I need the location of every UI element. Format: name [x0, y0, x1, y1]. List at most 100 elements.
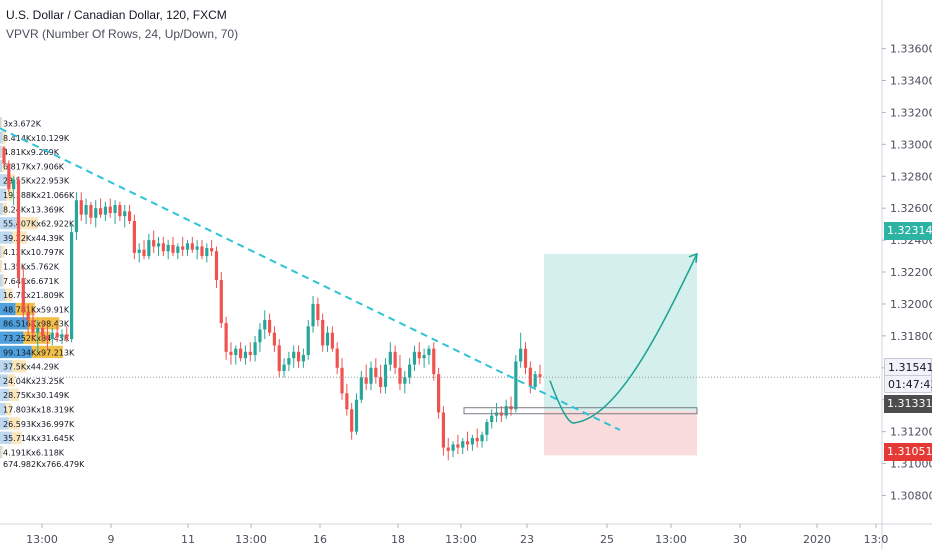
- candle-body: [138, 250, 141, 253]
- candle-body: [480, 435, 483, 441]
- candle-body: [307, 326, 310, 355]
- price-tick-label: 1.33000: [890, 138, 932, 151]
- candle-body: [60, 334, 63, 337]
- candle-body: [340, 368, 343, 394]
- candle-body: [210, 248, 213, 251]
- candle-body: [253, 342, 256, 355]
- candle-body: [99, 208, 102, 214]
- candle-body: [297, 352, 300, 362]
- volume-profile-row-label: 48.781Kx59.91K: [3, 305, 70, 314]
- candle-body: [278, 345, 281, 371]
- candle-body: [321, 320, 324, 346]
- candle-body: [519, 349, 522, 362]
- candle-body: [196, 246, 199, 249]
- candle-body: [273, 333, 276, 346]
- time-tick-label: 13:0: [864, 533, 889, 546]
- candle-body: [451, 444, 454, 450]
- price-tick-label: 1.32000: [890, 298, 932, 311]
- candle-body: [225, 323, 228, 352]
- candle-body: [2, 148, 5, 164]
- candle-body: [311, 304, 314, 326]
- volume-profile-row-label: 39.22Kx44.39K: [3, 234, 65, 243]
- time-tick-label: 11: [181, 533, 195, 546]
- candle-body: [394, 352, 397, 368]
- volume-profile-row-label: 4.81Kx9.269K: [3, 148, 60, 157]
- candle-body: [418, 352, 421, 358]
- volume-profile-row-label: 16.7Kx21.809K: [3, 291, 65, 300]
- candle-body: [147, 240, 150, 256]
- candle-body: [369, 368, 372, 384]
- candle-body: [75, 200, 78, 232]
- candle-body: [432, 349, 435, 375]
- time-tick-label: 13:00: [445, 533, 477, 546]
- candle-body: [476, 438, 479, 441]
- stop-price-tag: 1.31051: [884, 443, 932, 461]
- profit-zone: [544, 254, 697, 411]
- candle-body: [109, 207, 112, 213]
- downtrend-line: [0, 128, 620, 430]
- candle-body: [123, 211, 126, 216]
- indicator-title: VPVR (Number Of Rows, 24, Up/Down, 70): [6, 25, 238, 44]
- candle-body: [350, 409, 353, 431]
- price-tick-label: 1.33200: [890, 106, 932, 119]
- candle-body: [331, 333, 334, 349]
- candle-body: [133, 221, 136, 253]
- time-tick-label: 13:00: [235, 533, 267, 546]
- position-zones: [544, 254, 697, 456]
- candle-body: [365, 377, 368, 383]
- candle-body: [215, 251, 218, 280]
- candle-body: [442, 412, 445, 447]
- candle-body: [167, 245, 170, 251]
- candle-body: [157, 243, 160, 246]
- candle-body: [36, 328, 39, 333]
- candle-body: [292, 352, 295, 358]
- price-tick-label: 1.31800: [890, 330, 932, 343]
- candle-body: [142, 250, 145, 256]
- candle-body: [191, 243, 194, 249]
- volume-profile-row-label: 3x3.672K: [3, 120, 42, 129]
- candle-body: [234, 349, 237, 355]
- candle-body: [427, 349, 430, 355]
- overlays: [0, 128, 882, 430]
- candle-body: [162, 243, 165, 251]
- candle-body: [239, 349, 242, 359]
- candle-body: [355, 400, 358, 432]
- candle-body: [65, 334, 68, 339]
- candle-body: [89, 205, 92, 218]
- candle-body: [447, 448, 450, 451]
- candle-body: [524, 349, 527, 368]
- candle-body: [186, 243, 189, 249]
- candle-body: [244, 352, 247, 358]
- candle-body: [70, 232, 73, 339]
- candle-body: [379, 377, 382, 387]
- volume-profile-row-label: 26.593Kx36.997K: [3, 420, 75, 429]
- candle-body: [374, 368, 377, 378]
- volume-profile-row-label: 73.252Kx84.43K: [3, 334, 70, 343]
- price-tick-label: 1.31200: [890, 426, 932, 439]
- last-price-tag: 1.31541: [884, 358, 932, 376]
- candle-body: [263, 320, 266, 330]
- candle-body: [268, 320, 271, 333]
- candle-body: [282, 365, 285, 371]
- volume-profile-up-bar: [0, 246, 1, 258]
- candle-body: [485, 422, 488, 435]
- candle-body: [176, 246, 179, 252]
- time-tick-label: 13:00: [655, 533, 687, 546]
- price-tick-label: 1.30800: [890, 489, 932, 502]
- volume-profile-row-label: 4.12Kx10.797K: [3, 248, 65, 257]
- candle-body: [94, 208, 97, 218]
- volume-profile-row-label: 1.35Kx5.762K: [3, 263, 60, 272]
- candle-body: [104, 207, 107, 215]
- time-tick-label: 16: [313, 533, 327, 546]
- candle-body: [534, 374, 537, 387]
- price-tick-label: 1.32800: [890, 170, 932, 183]
- bar-timer-tag: 01:47:43: [884, 375, 932, 393]
- time-tick-label: 25: [600, 533, 614, 546]
- chart-legend: U.S. Dollar / Canadian Dollar, 120, FXCM…: [6, 6, 238, 44]
- candle-body: [287, 358, 290, 364]
- price-tick-label: 1.32200: [890, 266, 932, 279]
- candle-body: [514, 361, 517, 409]
- candle-body: [56, 333, 59, 338]
